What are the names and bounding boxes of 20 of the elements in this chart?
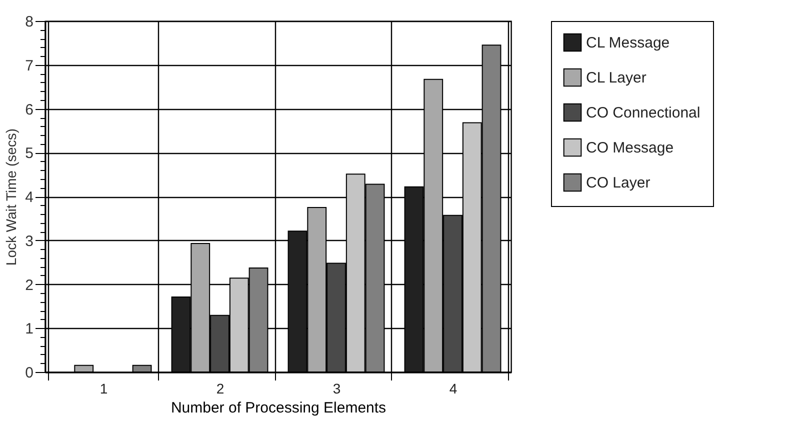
- y-tick-label: 0: [25, 364, 34, 382]
- legend-label: CL Message: [586, 34, 670, 52]
- y-tick-label: 8: [25, 14, 34, 30]
- y-tick-label: 2: [25, 276, 34, 294]
- legend-label: CO Connectional: [586, 104, 700, 122]
- legend-label: CO Layer: [586, 174, 650, 192]
- y-tick-label: 3: [25, 232, 34, 250]
- y-tick-label: 7: [25, 57, 34, 74]
- y-tick-label: 1: [25, 320, 34, 338]
- x-tick-label: 1: [100, 380, 108, 396]
- y-tick-label: 5: [25, 145, 34, 162]
- x-axis-title: Number of Processing Elements: [170, 400, 386, 416]
- y-tick-label: 6: [25, 101, 34, 118]
- x-tick-label: 4: [449, 380, 458, 396]
- legend-label: CL Layer: [586, 70, 646, 86]
- y-tick-label: 4: [25, 189, 34, 206]
- x-tick-label: 2: [216, 380, 224, 396]
- y-axis-title: Lock Wait Time (secs): [3, 128, 20, 266]
- x-tick-label: 3: [332, 380, 341, 396]
- legend-label: CO Message: [586, 140, 674, 156]
